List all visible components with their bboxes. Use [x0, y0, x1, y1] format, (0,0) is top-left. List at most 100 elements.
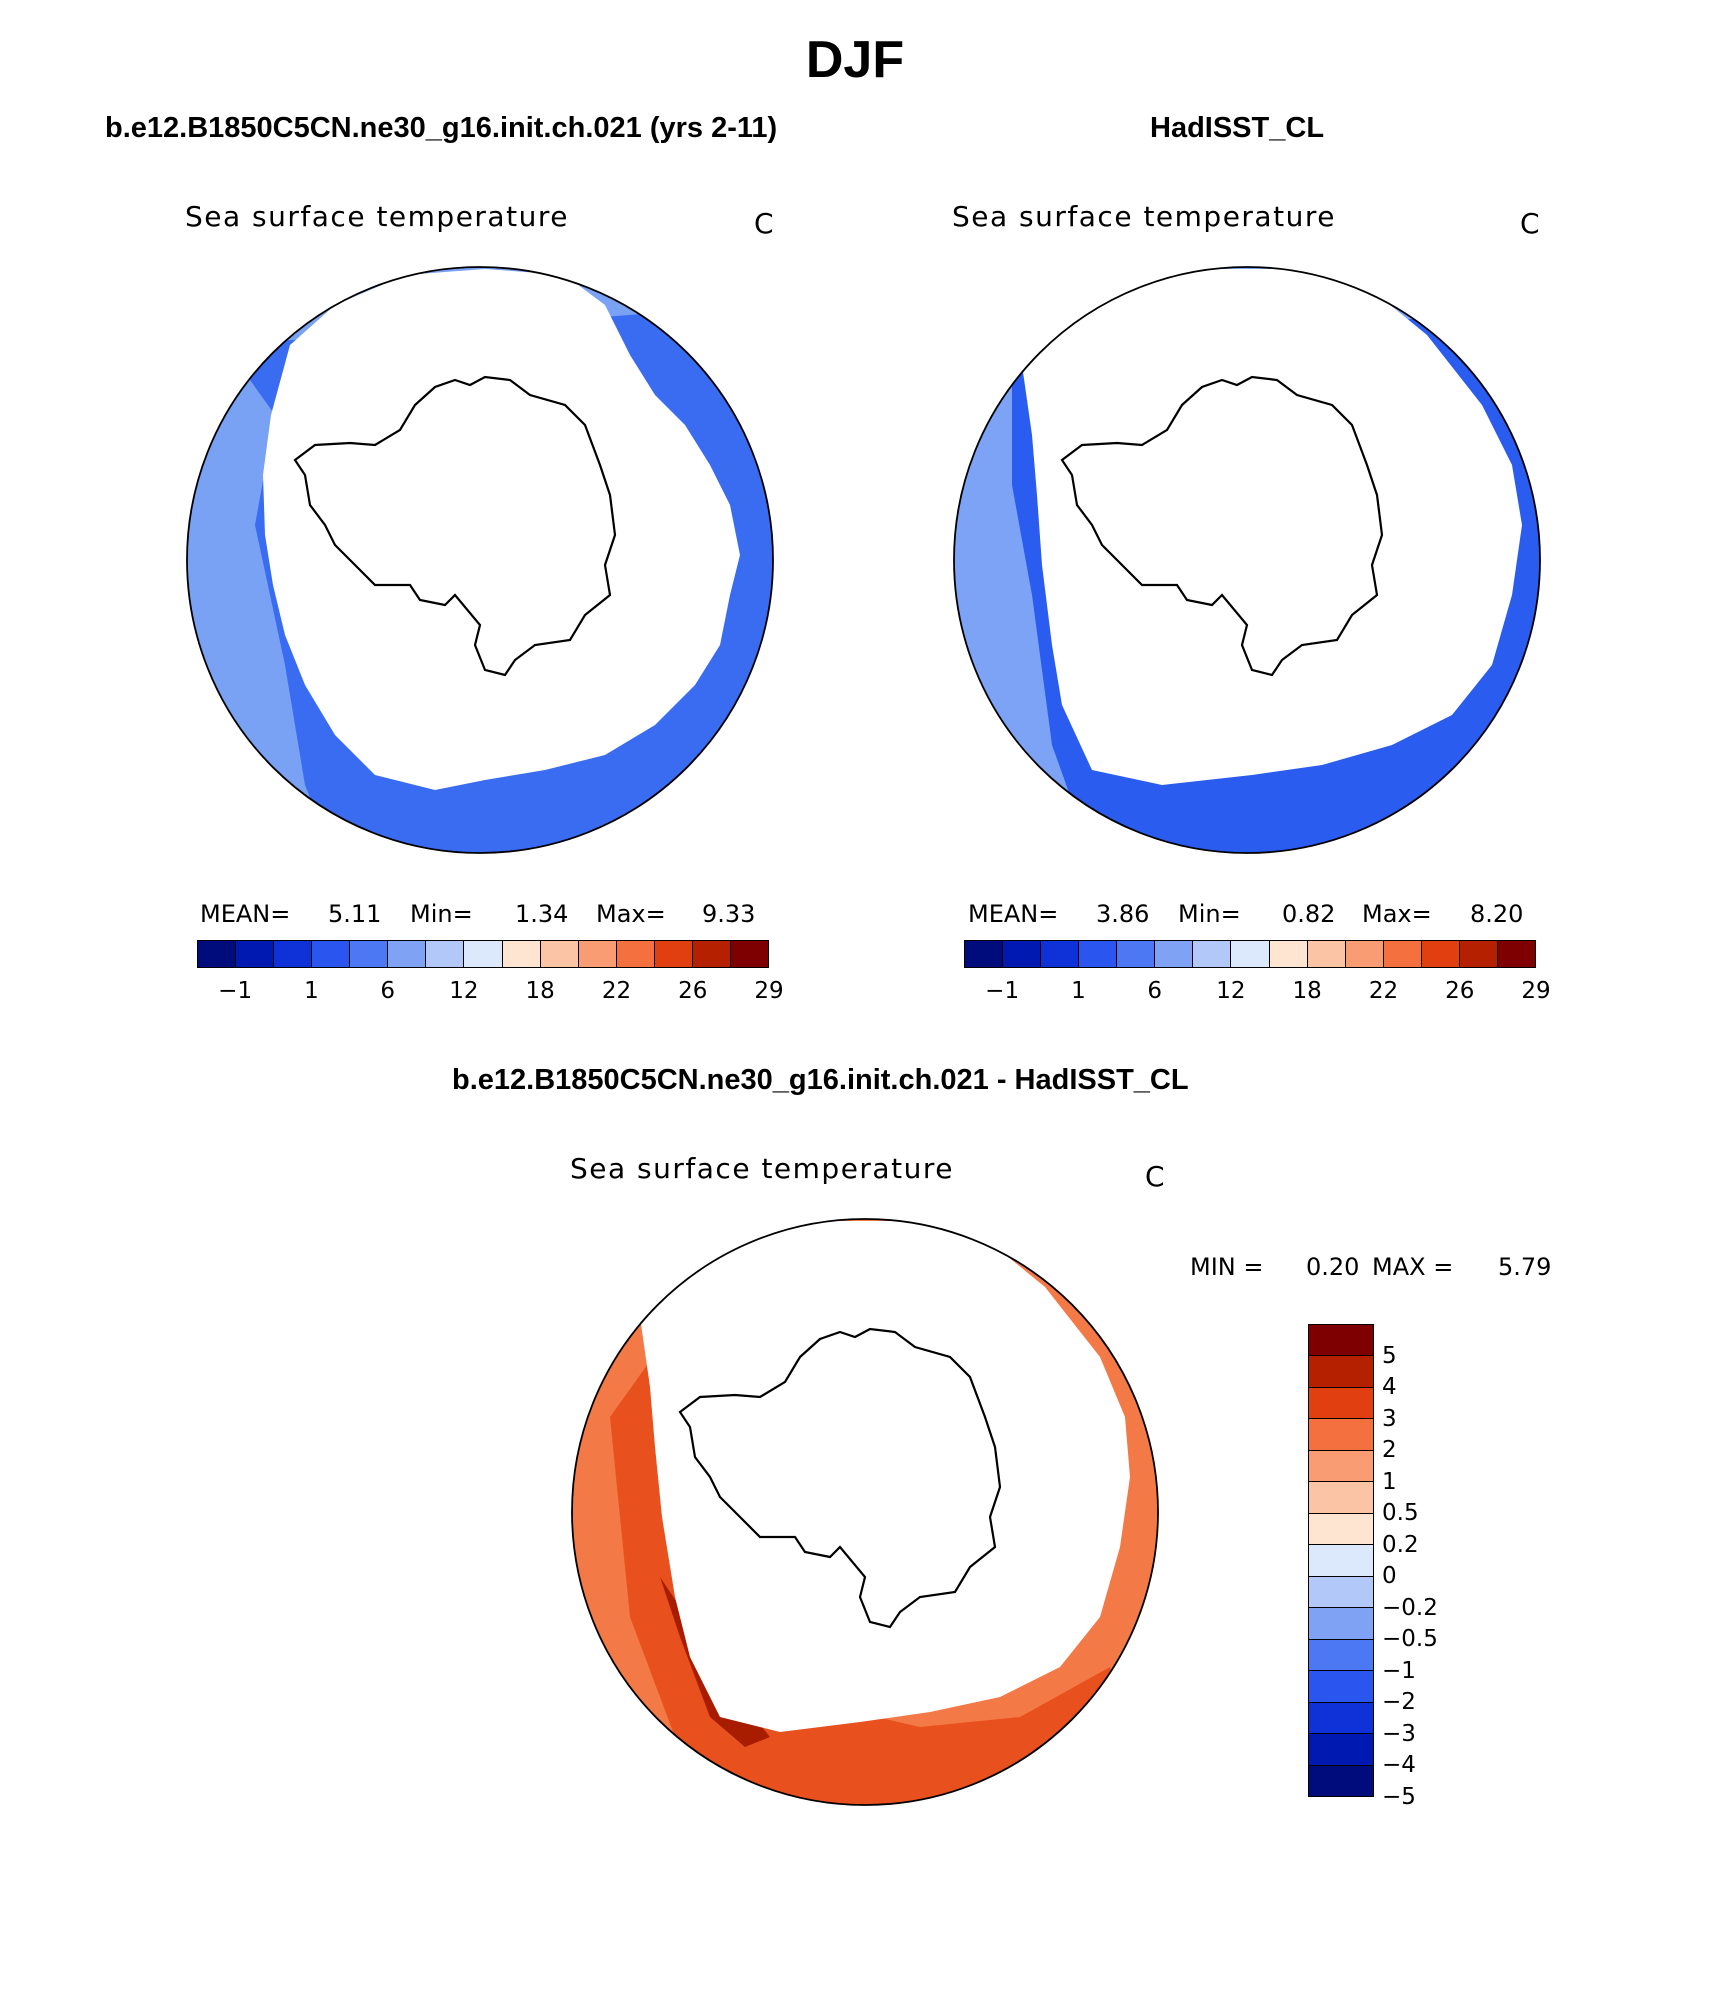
colorbar-tick-label: 0.5	[1382, 1500, 1419, 1527]
colorbar-swatch	[1309, 1545, 1373, 1577]
colorbar-tick-label: 12	[1216, 978, 1246, 1004]
colorbar-swatch	[1079, 941, 1118, 967]
colorbar-tick-label: −1	[1382, 1657, 1416, 1684]
obs-mean-value: 3.86	[1096, 900, 1150, 928]
colorbar-swatch	[1309, 1639, 1373, 1672]
colorbar-swatch	[464, 941, 503, 967]
main-title: DJF	[805, 31, 905, 89]
model-colorbar-ticks: −1 1 6 12 18 22 26 29	[197, 978, 783, 1008]
colorbar-tick-label: 5	[1382, 1342, 1397, 1369]
obs-colorbar	[964, 940, 1536, 968]
colorbar-swatch	[1309, 1356, 1373, 1388]
colorbar-swatch	[1309, 1671, 1373, 1703]
colorbar-swatch	[1307, 941, 1346, 967]
model-variable-title: Sea surface temperature	[185, 200, 569, 233]
colorbar-tick-label: 0.2	[1382, 1531, 1419, 1558]
obs-min-label: Min=	[1178, 900, 1241, 928]
colorbar-swatch	[198, 941, 237, 967]
colorbar-tick-label: −3	[1382, 1720, 1416, 1747]
colorbar-tick-label: 6	[1147, 978, 1162, 1004]
colorbar-swatch	[236, 941, 275, 967]
model-units: C	[754, 207, 774, 240]
colorbar-swatch	[1041, 941, 1080, 967]
diff-variable-title: Sea surface temperature	[570, 1152, 954, 1185]
colorbar-swatch	[1193, 941, 1232, 967]
model-max-value: 9.33	[702, 900, 756, 928]
colorbar-tick-label: 1	[1382, 1468, 1397, 1495]
model-max-label: Max=	[596, 900, 666, 928]
diff-antarctica-coast	[678, 1327, 1002, 1629]
diff-min-value: 0.20	[1306, 1253, 1360, 1281]
colorbar-swatch	[502, 941, 541, 967]
colorbar-tick-label: −1	[985, 978, 1020, 1004]
colorbar-swatch	[1309, 1450, 1373, 1483]
colorbar-tick-label: 29	[754, 978, 784, 1004]
colorbar-swatch	[578, 941, 617, 967]
colorbar-swatch	[1309, 1576, 1373, 1609]
obs-variable-title: Sea surface temperature	[952, 200, 1336, 233]
colorbar-tick-label: −4	[1382, 1752, 1416, 1779]
colorbar-swatch	[1383, 941, 1422, 967]
colorbar-tick-label: −2	[1382, 1689, 1416, 1716]
colorbar-tick-label: 26	[678, 978, 708, 1004]
colorbar-tick-label: 1	[304, 978, 319, 1004]
colorbar-swatch	[540, 941, 579, 967]
diff-min-label: MIN =	[1190, 1253, 1264, 1281]
colorbar-tick-label: 4	[1382, 1374, 1397, 1401]
colorbar-swatch	[1003, 941, 1042, 967]
colorbar-swatch	[1269, 941, 1308, 967]
model-antarctica-coast	[293, 375, 617, 677]
obs-max-label: Max=	[1362, 900, 1432, 928]
colorbar-swatch	[274, 941, 313, 967]
obs-mean-label: MEAN=	[968, 900, 1059, 928]
obs-colorbar-ticks: −1 1 6 12 18 22 26 29	[964, 978, 1550, 1008]
colorbar-tick-label: 3	[1382, 1405, 1397, 1432]
colorbar-tick-label: −5	[1382, 1784, 1416, 1810]
colorbar-tick-label: 6	[380, 978, 395, 1004]
colorbar-tick-label: 0	[1382, 1563, 1397, 1590]
colorbar-swatch	[1309, 1325, 1373, 1357]
colorbar-swatch	[965, 941, 1004, 967]
diff-colorbar-ticks: 5 4 3 2 1 0.5 0.2 0 −0.2 −0.5 −1 −2 −3 −4 −5	[1382, 1324, 1502, 1810]
model-mean-label: MEAN=	[200, 900, 291, 928]
colorbar-swatch	[350, 941, 389, 967]
colorbar-swatch	[1309, 1734, 1373, 1766]
colorbar-tick-label: 26	[1445, 978, 1475, 1004]
colorbar-tick-label: 29	[1521, 978, 1551, 1004]
colorbar-swatch	[1155, 941, 1194, 967]
model-colorbar	[197, 940, 769, 968]
colorbar-tick-label: −0.5	[1382, 1626, 1438, 1653]
colorbar-swatch	[1421, 941, 1460, 967]
colorbar-swatch	[1309, 1765, 1373, 1797]
obs-polar-map	[953, 266, 1541, 854]
model-min-label: Min=	[410, 900, 473, 928]
model-min-value: 1.34	[515, 900, 569, 928]
colorbar-swatch	[1309, 1387, 1373, 1420]
colorbar-tick-label: 12	[449, 978, 479, 1004]
obs-max-value: 8.20	[1470, 900, 1524, 928]
diff-polar-map	[571, 1218, 1159, 1806]
colorbar-swatch	[692, 941, 731, 967]
colorbar-swatch	[1309, 1482, 1373, 1514]
colorbar-swatch	[616, 941, 655, 967]
colorbar-tick-label: −1	[218, 978, 253, 1004]
colorbar-swatch	[312, 941, 351, 967]
model-polar-map	[186, 266, 774, 854]
colorbar-swatch	[1345, 941, 1384, 967]
colorbar-swatch	[1309, 1419, 1373, 1451]
colorbar-tick-label: 1	[1071, 978, 1086, 1004]
obs-panel-header: HadISST_CL	[1150, 112, 1325, 144]
obs-min-value: 0.82	[1282, 900, 1336, 928]
colorbar-swatch	[1309, 1513, 1373, 1546]
diff-max-label: MAX =	[1372, 1253, 1454, 1281]
colorbar-tick-label: 22	[601, 978, 632, 1004]
obs-antarctica-coast	[1060, 375, 1384, 677]
colorbar-swatch	[1117, 941, 1156, 967]
colorbar-tick-label: 2	[1382, 1437, 1397, 1464]
diff-units: C	[1145, 1160, 1165, 1193]
diff-sea-ice-mask	[640, 1221, 1130, 1732]
obs-units: C	[1520, 207, 1540, 240]
model-panel-header: b.e12.B1850C5CN.ne30_g16.init.ch.021 (yr…	[105, 112, 778, 144]
colorbar-swatch	[1231, 941, 1270, 967]
colorbar-swatch	[426, 941, 465, 967]
